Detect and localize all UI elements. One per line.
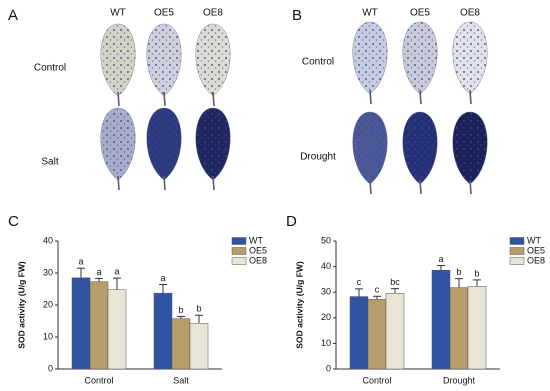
x-tick-label: Drought bbox=[443, 375, 476, 385]
bar bbox=[385, 292, 405, 370]
leaf-speckles bbox=[352, 112, 388, 184]
leaf-speckles bbox=[402, 112, 438, 184]
y-tick-label: 0 bbox=[326, 363, 331, 373]
petiole bbox=[212, 175, 215, 191]
column-label: WT bbox=[362, 8, 378, 19]
bar bbox=[367, 299, 387, 370]
petiole bbox=[369, 89, 372, 105]
legend-label: WT bbox=[527, 235, 541, 245]
significance-letter: b bbox=[178, 305, 183, 315]
petiole bbox=[117, 175, 120, 191]
y-tick-label: 30 bbox=[43, 267, 53, 277]
significance-letter: b bbox=[196, 304, 201, 314]
y-axis-title: SOD activity (U/g FW) bbox=[294, 261, 304, 349]
panel-label: D bbox=[286, 213, 297, 230]
y-tick-label: 40 bbox=[43, 235, 53, 245]
panel-label: A bbox=[8, 7, 18, 24]
leaf-speckles bbox=[146, 108, 182, 180]
row-label: Salt bbox=[41, 157, 58, 168]
legend-label: OE5 bbox=[527, 245, 545, 255]
legend-swatch bbox=[231, 247, 247, 255]
x-tick-label: Control bbox=[84, 375, 113, 385]
leaf-photos bbox=[100, 21, 488, 195]
legend-label: WT bbox=[249, 235, 263, 245]
bar bbox=[449, 287, 469, 370]
panel-label: B bbox=[292, 7, 302, 24]
bar bbox=[349, 296, 369, 370]
leaf-speckles bbox=[195, 24, 231, 96]
petiole bbox=[419, 179, 422, 195]
bar bbox=[107, 289, 127, 370]
column-label: OE8 bbox=[460, 8, 480, 19]
petiole bbox=[117, 91, 120, 107]
legend-swatch bbox=[509, 257, 525, 265]
x-tick-label: Salt bbox=[173, 375, 189, 385]
x-tick-label: Control bbox=[362, 375, 391, 385]
legend-label: OE8 bbox=[249, 255, 267, 265]
significance-letter: c bbox=[357, 277, 362, 287]
row-label: Control bbox=[34, 63, 66, 74]
y-tick-label: 50 bbox=[321, 235, 331, 245]
y-tick-label: 10 bbox=[321, 338, 331, 348]
petiole bbox=[369, 179, 372, 195]
petiole bbox=[469, 89, 472, 105]
bar bbox=[153, 292, 173, 370]
leaf-speckles bbox=[452, 112, 488, 184]
y-tick-label: 30 bbox=[321, 287, 331, 297]
significance-letter: a bbox=[78, 257, 83, 267]
petiole bbox=[469, 179, 472, 195]
significance-letter: b bbox=[456, 267, 461, 277]
legend-label: OE5 bbox=[249, 245, 267, 255]
petiole bbox=[212, 91, 215, 107]
significance-letter: b bbox=[474, 268, 479, 278]
leaf-speckles bbox=[452, 22, 488, 94]
leaf-speckles bbox=[146, 24, 182, 96]
significance-letter: a bbox=[96, 267, 101, 277]
petiole bbox=[419, 89, 422, 105]
significance-letter: a bbox=[160, 273, 165, 283]
column-label: WT bbox=[110, 8, 126, 19]
bar bbox=[89, 281, 109, 370]
leaf-speckles bbox=[100, 24, 136, 96]
bar bbox=[431, 269, 451, 370]
leaf-speckles bbox=[100, 108, 136, 180]
leaf-speckles bbox=[352, 22, 388, 94]
significance-letter: a bbox=[114, 266, 119, 276]
significance-letter: c bbox=[375, 285, 380, 295]
y-axis-title: SOD activity (U/g FW) bbox=[16, 261, 26, 349]
y-tick-label: 20 bbox=[321, 312, 331, 322]
column-label: OE8 bbox=[203, 8, 223, 19]
significance-letter: bc bbox=[390, 277, 400, 287]
legend-swatch bbox=[509, 247, 525, 255]
bar bbox=[467, 286, 487, 370]
y-tick-label: 20 bbox=[43, 299, 53, 309]
y-tick-label: 10 bbox=[43, 331, 53, 341]
petiole bbox=[163, 175, 166, 191]
row-label: Drought bbox=[300, 152, 336, 163]
significance-letter: a bbox=[438, 254, 443, 264]
y-tick-label: 40 bbox=[321, 261, 331, 271]
column-label: OE5 bbox=[154, 8, 174, 19]
bar bbox=[71, 277, 91, 370]
bar bbox=[189, 322, 209, 370]
legend-swatch bbox=[509, 237, 525, 245]
petiole bbox=[163, 91, 166, 107]
y-tick-label: 0 bbox=[48, 363, 53, 373]
column-label: OE5 bbox=[410, 8, 430, 19]
panel-label: C bbox=[8, 213, 19, 230]
legend-label: OE8 bbox=[527, 255, 545, 265]
bar bbox=[171, 318, 191, 370]
legend-swatch bbox=[231, 237, 247, 245]
leaf-speckles bbox=[402, 22, 438, 94]
legend-swatch bbox=[231, 257, 247, 265]
row-label: Control bbox=[302, 57, 334, 68]
leaf-speckles bbox=[195, 108, 231, 180]
